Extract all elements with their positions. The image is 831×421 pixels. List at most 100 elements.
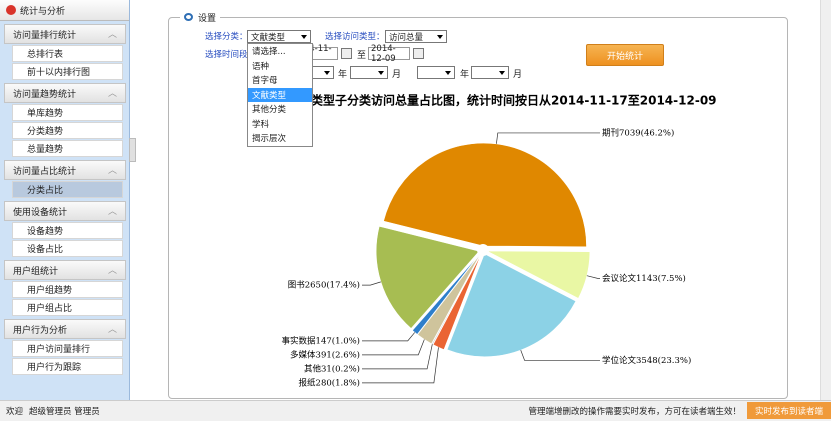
menu-section-title: 访问量排行统计 — [13, 30, 77, 41]
collapse-arrow: ︿ — [107, 89, 117, 99]
sidebar-header: 统计与分析 — [0, 0, 129, 21]
user-text: 超级管理员 管理员 — [29, 407, 100, 417]
access-select[interactable]: 访问总量 — [385, 30, 447, 43]
menu-item-text: 用户组占比 — [27, 304, 73, 314]
menu-item[interactable]: 单库趋势 — [12, 104, 123, 121]
dropdown-option[interactable]: 首字母 — [252, 76, 278, 87]
legend-text: 设置 — [198, 14, 217, 24]
slice-label: 多媒体391(2.6%) — [290, 349, 360, 360]
category-dropdown: 请选择... 语种首字母 文献类型其他分类学科揭示层次 — [247, 43, 313, 147]
menu-item[interactable]: 前十以内排行图 — [12, 63, 123, 80]
settings-panel — [168, 17, 788, 399]
start-button[interactable]: 开始统计 — [586, 44, 664, 66]
dropdown-option[interactable]: 揭示层次 — [252, 134, 287, 145]
start-button-text: 开始统计 — [606, 51, 643, 62]
menu-item-text: 总排行表 — [27, 50, 64, 60]
to-text: 至 — [357, 51, 367, 61]
leader-line — [362, 332, 416, 342]
end-date-text: 2014-12-09 — [371, 43, 396, 64]
menu-section-title: 访问量趋势统计 — [13, 89, 77, 100]
menu-item[interactable]: 用户访问量排行 — [12, 340, 123, 357]
menu-item[interactable]: 用户组占比 — [12, 299, 123, 316]
menu-item[interactable]: 总量趋势 — [12, 140, 123, 157]
slice-label: 事实数据147(1.0%) — [282, 335, 360, 346]
leader-line — [362, 281, 381, 286]
calendar-icon[interactable] — [341, 48, 352, 59]
dropdown-option[interactable]: 其他分类 — [252, 105, 287, 116]
slice-label: 学位论文3548(23.3%) — [602, 355, 691, 366]
dropdown-option[interactable]: 文献类型 — [248, 87, 312, 102]
menu-item[interactable]: 用户行为跟踪 — [12, 358, 123, 375]
menu-item[interactable]: 用户组趋势 — [12, 281, 123, 298]
menu-section[interactable]: 用户组统计 ︿ — [4, 260, 126, 280]
status-bar: 欢迎 超级管理员 管理员 管理端增删改的操作需要实时发布，方可在读者端生效！ 实… — [0, 400, 831, 421]
menu-section-title: 用户行为分析 — [13, 325, 68, 336]
menu-item-text: 用户组趋势 — [27, 286, 73, 296]
leader-line — [520, 350, 600, 361]
leader-line — [362, 339, 425, 356]
month-select[interactable] — [471, 66, 509, 79]
pie-slice — [375, 225, 480, 329]
collapse-arrow: ︿ — [107, 207, 117, 217]
scrollbar[interactable] — [820, 0, 831, 400]
collapse-arrow: ︿ — [107, 266, 117, 276]
access-label: 选择访问类型： — [325, 32, 385, 42]
sidebar-title: 统计与分析 — [20, 6, 66, 17]
slice-label: 报纸280(1.8%) — [299, 377, 360, 388]
slice-label: 会议论文1143(7.5%) — [602, 273, 686, 284]
publish-button-text: 实时发布到读者端 — [754, 406, 823, 417]
month-text: 月 — [392, 70, 402, 80]
month-text: 月 — [513, 70, 523, 80]
dropdown-option[interactable]: 请选择... — [252, 47, 286, 58]
end-date[interactable]: 2014-12-09 — [368, 44, 410, 64]
menu-section[interactable]: 使用设备统计 ︿ — [4, 201, 126, 221]
category-label: 选择分类： — [205, 32, 248, 42]
menu-item[interactable]: 设备趋势 — [12, 222, 123, 239]
menu-item-text: 设备趋势 — [27, 227, 64, 237]
splitter[interactable] — [129, 138, 136, 162]
leader-line — [586, 275, 600, 279]
menu-item-text: 总量趋势 — [27, 145, 64, 155]
pie-slice — [486, 250, 591, 299]
menu-section[interactable]: 访问量趋势统计 ︿ — [4, 83, 126, 103]
publish-button[interactable]: 实时发布到读者端 — [747, 402, 831, 419]
menu-item[interactable]: 分类趋势 — [12, 122, 123, 139]
menu-section[interactable]: 访问量占比统计 ︿ — [4, 160, 126, 180]
dropdown-option[interactable]: 语种 — [252, 61, 270, 72]
access-value: 访问总量 — [389, 32, 424, 43]
calendar-icon[interactable] — [413, 48, 424, 59]
menu-item-text: 前十以内排行图 — [27, 68, 91, 78]
menu-item[interactable]: 总排行表 — [12, 45, 123, 62]
menu-section-title: 访问量占比统计 — [13, 166, 77, 177]
pie-hole — [477, 244, 489, 256]
year-text: 年 — [460, 70, 470, 80]
settings-legend: 设置 — [180, 11, 221, 24]
menu-item-text: 分类占比 — [27, 186, 64, 196]
collapse-arrow: ︿ — [107, 325, 117, 335]
slice-label: 图书2650(17.4%) — [288, 280, 360, 291]
month-select[interactable] — [350, 66, 388, 79]
dropdown-option[interactable]: 学科 — [252, 119, 270, 130]
menu-item[interactable]: 设备占比 — [12, 240, 123, 257]
collapse-arrow: ︿ — [107, 30, 117, 40]
year-text: 年 — [338, 70, 348, 80]
slice-label: 期刊7039(46.2%) — [602, 127, 674, 138]
menu-item-text: 用户访问量排行 — [27, 345, 91, 355]
status-message: 管理端增删改的操作需要实时发布，方可在读者端生效！ — [528, 407, 741, 417]
collapse-arrow: ︿ — [107, 166, 117, 176]
menu-section[interactable]: 用户行为分析 ︿ — [4, 319, 126, 339]
category-value: 文献类型 — [251, 32, 286, 43]
period-label: 选择时间段 — [205, 50, 248, 60]
sidebar: 统计与分析 访问量排行统计 ︿ 总排行表前十以内排行图访问量趋势统计 ︿ 单库趋势 分类趋… — [0, 0, 130, 400]
category-select[interactable]: 文献类型 — [247, 30, 311, 43]
chart-title: 文献类型子分类访问总量占比图，统计时间按日从2014-11-17至2014-12… — [287, 93, 717, 108]
year-select[interactable] — [417, 66, 455, 79]
menu-section[interactable]: 访问量排行统计 ︿ — [4, 24, 126, 44]
leader-line — [496, 132, 600, 144]
slice-label: 其他31(0.2%) — [304, 363, 360, 374]
menu-item[interactable]: 分类占比 — [12, 181, 123, 198]
welcome-text: 欢迎 — [6, 407, 24, 417]
menu-item-text: 用户行为跟踪 — [27, 363, 82, 373]
